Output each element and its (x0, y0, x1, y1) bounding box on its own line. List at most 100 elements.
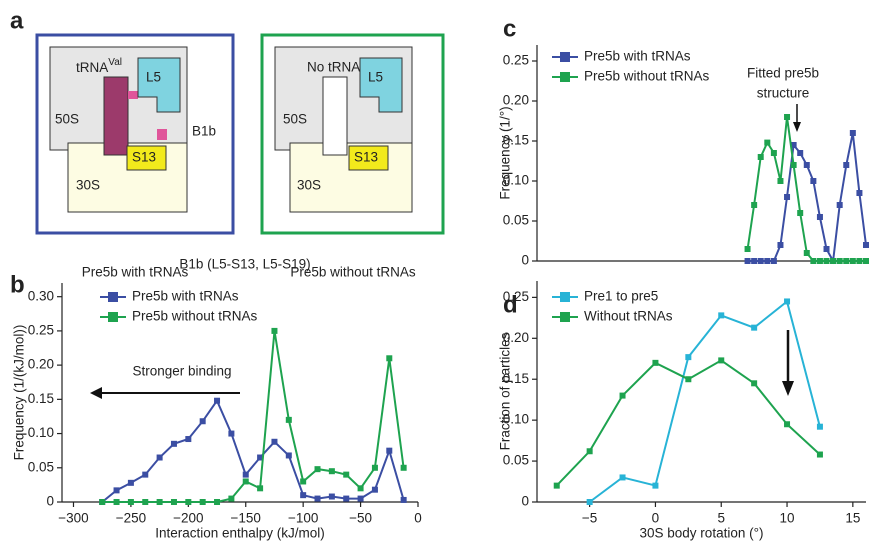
y-axis-label: Fraction of particles (498, 332, 513, 450)
data-point (790, 142, 797, 148)
data-point (257, 454, 264, 461)
data-point (849, 258, 856, 264)
data-point (797, 210, 804, 216)
data-point (99, 499, 106, 505)
data-point (127, 479, 134, 486)
data-point (751, 324, 758, 331)
panel-label: b (10, 271, 25, 298)
y-tick-label: 0.25 (503, 289, 529, 304)
data-point (199, 418, 206, 425)
data-point (685, 376, 692, 383)
data-point (586, 448, 593, 455)
y-tick-label: 0.25 (503, 53, 529, 68)
x-tick-label: −250 (116, 511, 146, 526)
legend-marker (560, 292, 570, 302)
y-tick-label: 0.15 (28, 391, 54, 406)
x-tick-label: 10 (780, 511, 795, 526)
data-point (156, 499, 163, 505)
series-line (102, 330, 405, 503)
data-point (790, 162, 797, 168)
label: 50S (283, 112, 307, 127)
data-point (113, 499, 120, 505)
data-point (228, 495, 235, 502)
panel-label: a (10, 7, 24, 34)
data-point (823, 246, 830, 252)
label: L5 (146, 70, 161, 85)
data-point (757, 258, 764, 264)
data-point (113, 487, 120, 494)
data-point (843, 162, 850, 168)
data-point (803, 250, 810, 256)
data-point (257, 485, 264, 492)
data-point (271, 327, 278, 334)
legend-marker (560, 52, 570, 62)
legend-marker (560, 312, 570, 322)
data-point (371, 464, 378, 471)
data-point (242, 471, 249, 478)
label: tRNAVal (76, 57, 122, 75)
series-line (589, 299, 821, 503)
data-point (343, 471, 350, 478)
data-point (849, 130, 856, 136)
data-point (784, 421, 791, 428)
arrowhead (793, 122, 801, 132)
y-tick-label: 0.05 (503, 453, 529, 468)
legend-label: Pre5b with tRNAs (132, 289, 239, 304)
label: S13 (132, 150, 156, 165)
y-tick-label: 0.10 (28, 425, 54, 440)
data-point (285, 452, 292, 459)
arrowhead (90, 387, 102, 399)
y-tick-label: 0.10 (503, 412, 529, 427)
data-point (816, 214, 823, 220)
data-point (751, 258, 758, 264)
data-point (328, 493, 335, 500)
annotation: Stronger binding (132, 364, 231, 379)
data-point (770, 258, 777, 264)
data-point (343, 495, 350, 502)
data-point (744, 246, 751, 252)
superscript: Val (108, 57, 122, 68)
data-point (586, 499, 593, 505)
data-point (751, 380, 758, 387)
chart-title: B1b (L5-S13, L5-S19) (179, 257, 310, 272)
protein-s13 (126, 145, 167, 171)
arrowhead (782, 381, 794, 396)
label: 30S (76, 178, 100, 193)
data-point (300, 492, 307, 499)
label: 50S (55, 112, 79, 127)
trna-site (322, 76, 348, 156)
data-point (803, 162, 810, 168)
data-point (242, 478, 249, 485)
x-tick-label: 5 (717, 511, 725, 526)
data-point (816, 451, 823, 458)
data-point (718, 357, 725, 364)
data-point (314, 466, 321, 473)
panel-label: d (503, 291, 518, 318)
legend-label: Pre5b without tRNAs (132, 309, 258, 324)
protein-s13 (348, 145, 389, 171)
y-tick-label: 0 (521, 253, 529, 268)
data-point (830, 258, 837, 264)
annotation: structure (757, 86, 810, 101)
data-point (400, 496, 407, 503)
y-tick-label: 0.20 (503, 330, 529, 345)
y-tick-label: 0.20 (28, 357, 54, 372)
data-point (856, 258, 863, 264)
data-point (170, 499, 177, 505)
y-tick-label: 0.05 (28, 459, 54, 474)
data-point (757, 154, 764, 160)
y-tick-label: 0.15 (503, 133, 529, 148)
data-point (816, 258, 823, 264)
y-tick-label: 0.15 (503, 371, 529, 386)
data-point (718, 312, 725, 319)
data-point (770, 150, 777, 156)
x-tick-label: −5 (582, 511, 597, 526)
data-point (285, 416, 292, 423)
legend-marker (108, 292, 118, 302)
protein-l5 (359, 57, 403, 113)
label: S13 (354, 150, 378, 165)
x-tick-label: −200 (173, 511, 203, 526)
label: tRNA (76, 60, 108, 75)
data-point (863, 242, 869, 248)
y-tick-label: 0.10 (503, 173, 529, 188)
